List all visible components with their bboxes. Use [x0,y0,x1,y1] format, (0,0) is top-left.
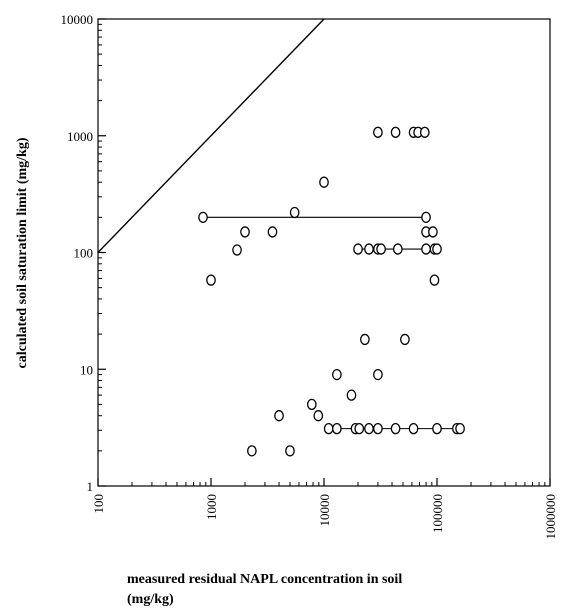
x-axis-title-line1: measured residual NAPL concentration in … [127,572,403,587]
data-point [364,422,374,435]
data-point [392,243,403,255]
data-point [400,333,410,346]
data-point [390,126,401,138]
data-point [247,445,257,457]
data-point [419,126,430,138]
data-point [346,389,357,401]
data-point [240,226,250,238]
x-tick-label: 1000000 [543,494,558,540]
data-point [319,176,329,188]
data-point [323,422,334,435]
x-tick-label: 10000 [317,494,332,527]
data-point [353,243,363,255]
data-point [313,410,324,422]
data-point [373,126,383,138]
data-point [390,422,401,435]
data-point [373,368,383,381]
data-point [373,422,383,435]
data-point [455,422,465,435]
y-tick-label: 1000 [67,129,93,144]
x-tick-label: 100000 [430,494,445,533]
data-point [376,243,386,255]
data-point [421,243,431,255]
data-point [432,422,442,435]
data-point [429,274,440,286]
data-point [354,422,365,435]
x-tick-label: 1000 [204,494,219,520]
data-point [274,410,284,422]
data-point [421,211,431,224]
data-point [206,274,216,286]
data-point [232,244,242,256]
x-axis-ticks: 100 1000 10000 100000 1000000 [91,478,558,540]
x-tick-label: 100 [91,494,106,514]
y-tick-label: 10000 [61,12,94,27]
data-points [198,126,465,457]
y-tick-label: 10 [80,362,93,377]
data-point [360,333,370,346]
data-point [332,422,342,435]
data-point [289,206,300,219]
data-point [267,226,278,238]
x-axis-title: measured residual NAPL concentration in … [127,570,402,610]
y-tick-label: 1 [87,479,94,494]
reference-line [97,18,325,253]
data-point [364,243,374,255]
data-point [428,226,438,238]
data-point [408,422,419,435]
data-point [332,368,342,381]
y-tick-label: 100 [74,246,94,261]
chart: 100 1000 10000 100000 1000000 1 10 100 1000 1000… [15,12,558,540]
data-point [285,445,295,457]
data-point [432,243,442,255]
minor-ticks [98,23,546,486]
plot-area [97,18,551,487]
data-point [198,211,208,224]
x-axis-title-line2: (mg/kg) [127,592,174,607]
data-point [306,398,317,411]
y-axis-title: calculated soil saturation limit (mg/kg) [15,137,30,368]
y-axis-ticks: 1 10 100 1000 10000 [61,12,106,494]
